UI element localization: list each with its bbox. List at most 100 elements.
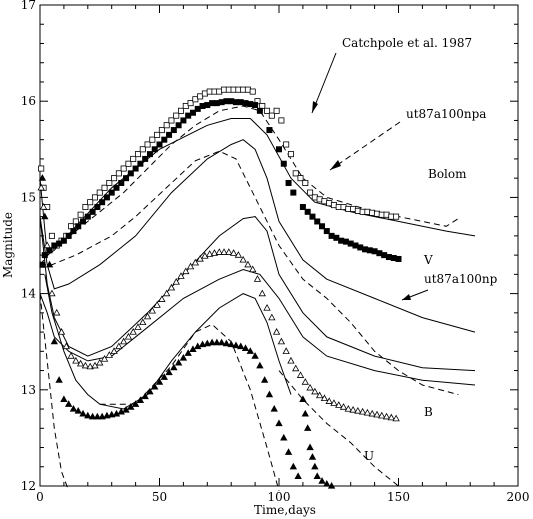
np-label: ut87a100np <box>424 272 498 286</box>
data-point-open-triangle <box>39 202 48 210</box>
data-point-filled-square <box>132 165 139 172</box>
data-point-open-triangle <box>81 361 90 369</box>
data-point-open-square <box>111 175 118 182</box>
v-dashed-curve <box>40 150 459 396</box>
data-point-filled-triangle <box>155 378 164 385</box>
data-point-open-square <box>283 141 290 148</box>
data-point-filled-square <box>80 218 87 225</box>
data-point-open-triangle <box>354 406 362 414</box>
data-point-filled-triangle <box>256 361 264 369</box>
data-point-open-triangle <box>67 352 75 359</box>
b-lower-curve <box>39 268 476 386</box>
data-point-open-triangle <box>62 342 70 350</box>
y-axis-label: Magnitude <box>1 212 15 278</box>
data-point-open-triangle <box>358 407 367 415</box>
data-point-filled-square <box>137 160 144 167</box>
data-point-open-triangle <box>373 410 381 418</box>
data-point-filled-triangle <box>112 409 121 417</box>
data-point-filled-triangle <box>318 477 326 484</box>
data-point-filled-triangle <box>108 410 116 418</box>
data-point-open-triangle <box>57 328 66 335</box>
x-tick-label: 50 <box>152 490 167 504</box>
data-point-open-triangle <box>244 260 252 268</box>
data-point-filled-square <box>290 189 297 196</box>
data-point-filled-triangle <box>260 376 269 383</box>
data-point-filled-square <box>314 218 321 225</box>
data-point-filled-triangle <box>308 453 317 460</box>
data-point-filled-triangle <box>270 405 278 412</box>
npa-arrowhead <box>330 160 341 170</box>
data-point-open-triangle <box>315 391 324 399</box>
data-point-filled-triangle <box>294 472 302 479</box>
u-model-curve <box>44 274 292 410</box>
data-point-filled-square <box>280 160 287 167</box>
data-point-filled-square <box>266 127 273 134</box>
data-point-open-triangle <box>206 250 214 257</box>
data-point-filled-triangle <box>299 395 307 403</box>
data-point-open-triangle <box>368 409 376 417</box>
data-point-open-triangle <box>201 252 209 259</box>
model-curves <box>39 105 476 491</box>
data-point-open-square <box>82 204 89 211</box>
data-point-filled-triangle <box>280 433 288 441</box>
data-point-filled-triangle <box>45 260 54 268</box>
data-point-filled-triangle <box>246 347 254 354</box>
data-point-open-square <box>120 165 127 172</box>
data-point-open-triangle <box>76 359 85 367</box>
data-point-filled-triangle <box>313 472 321 479</box>
data-point-open-square <box>249 88 256 95</box>
data-point-open-square <box>173 112 180 119</box>
data-point-open-triangle <box>330 399 338 406</box>
data-point-open-triangle <box>167 283 176 291</box>
data-point-filled-triangle <box>241 344 250 352</box>
data-point-open-triangle <box>296 371 305 378</box>
data-point-filled-triangle <box>141 392 149 400</box>
data-point-filled-triangle <box>79 409 87 417</box>
data-point-filled-triangle <box>217 338 226 346</box>
data-point-open-square <box>87 199 94 206</box>
data-point-open-triangle <box>239 255 247 263</box>
data-point-open-triangle <box>119 337 128 345</box>
data-point-open-square <box>264 107 271 114</box>
data-point-filled-square <box>285 179 292 186</box>
data-point-filled-triangle <box>38 174 47 181</box>
data-point-filled-triangle <box>170 363 178 371</box>
data-point-open-square <box>297 175 304 182</box>
x-tick-label: 100 <box>268 490 291 504</box>
data-point-filled-square <box>108 189 115 196</box>
data-point-open-triangle <box>249 265 257 273</box>
data-point-open-triangle <box>387 413 396 421</box>
data-point-open-triangle <box>96 358 104 366</box>
data-point-filled-triangle <box>60 395 68 403</box>
data-point-open-triangle <box>325 397 333 404</box>
data-point-filled-triangle <box>65 400 73 407</box>
data-point-open-triangle <box>86 362 94 370</box>
data-point-open-triangle <box>258 289 266 297</box>
data-point-filled-triangle <box>146 387 154 395</box>
data-point-filled-square <box>189 109 196 116</box>
data-point-open-triangle <box>100 354 109 362</box>
data-point-filled-triangle <box>88 412 97 420</box>
data-point-filled-triangle <box>165 368 173 376</box>
y-tick-label: 13 <box>21 383 36 397</box>
data-point-open-triangle <box>162 289 171 297</box>
axis-ticks: 0 50 100 150 200 12 13 14 15 16 17 <box>21 0 530 504</box>
data-point-filled-square <box>309 213 316 220</box>
data-point-filled-triangle <box>50 337 59 345</box>
v-label: V <box>423 253 433 267</box>
data-point-open-triangle <box>148 306 157 314</box>
data-point-filled-square <box>156 141 163 148</box>
data-point-filled-triangle <box>222 339 231 347</box>
data-point-open-triangle <box>253 275 262 282</box>
data-point-filled-square <box>323 228 330 235</box>
data-point-open-square <box>115 170 122 177</box>
data-point-open-square <box>393 213 400 220</box>
data-point-filled-square <box>395 255 402 262</box>
data-point-open-triangle <box>110 347 118 354</box>
data-point-filled-square <box>65 232 72 239</box>
data-point-open-triangle <box>339 403 348 410</box>
data-point-filled-square <box>113 184 120 191</box>
data-point-open-square <box>278 117 285 124</box>
data-point-open-triangle <box>263 304 271 311</box>
